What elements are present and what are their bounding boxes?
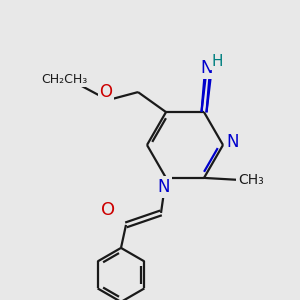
- Text: N: N: [158, 178, 170, 196]
- Text: O: O: [101, 201, 115, 219]
- Text: CH₃: CH₃: [238, 173, 264, 187]
- Text: =N: =N: [198, 55, 222, 70]
- Text: CH₂CH₃: CH₂CH₃: [41, 73, 87, 85]
- Text: O: O: [100, 83, 112, 101]
- Text: N: N: [227, 133, 239, 151]
- Text: CH₃: CH₃: [240, 173, 266, 187]
- Text: N: N: [201, 59, 213, 77]
- Text: H: H: [211, 54, 223, 69]
